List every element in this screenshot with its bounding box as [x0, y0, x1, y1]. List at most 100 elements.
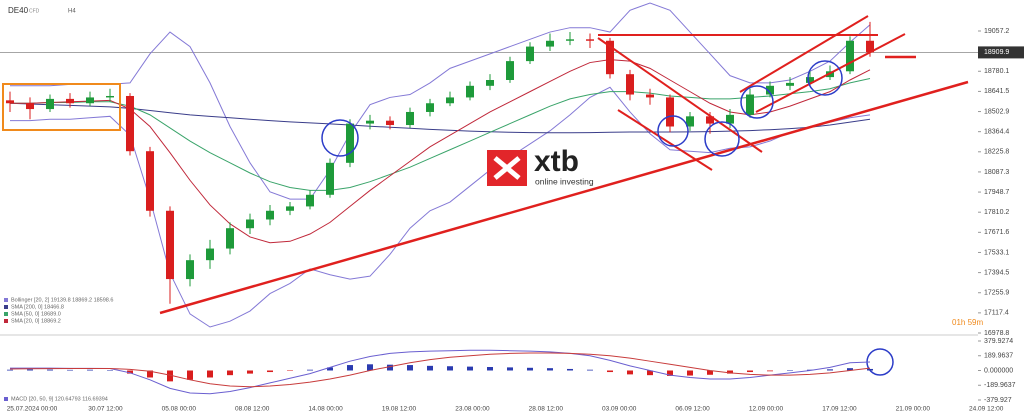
candle-body — [426, 103, 434, 112]
range-box — [2, 83, 121, 131]
candle-body — [486, 79, 494, 86]
logo: xtb online investing — [487, 145, 594, 186]
candle-body — [206, 248, 214, 261]
y-tick-label: 379.9274 — [984, 338, 1013, 345]
candle-body — [146, 151, 154, 211]
x-tick-label: 19.08 12:00 — [382, 406, 417, 413]
candle-body — [786, 82, 794, 86]
legend-swatch — [4, 397, 8, 401]
x-tick-label: 28.08 12:00 — [529, 406, 564, 413]
highlight-circle — [657, 115, 689, 147]
y-tick-label: -379.927 — [984, 397, 1012, 404]
legend-label: SMA [50, 0] 18689.0 — [11, 311, 61, 317]
candle-body — [186, 260, 194, 280]
x-tick-label: 25.07.2024 00:00 — [7, 406, 58, 413]
histogram-bar — [167, 370, 173, 382]
logo-tagline: online investing — [535, 176, 594, 186]
x-tick-label: 06.09 12:00 — [675, 406, 710, 413]
last-price-label: 18909.9 — [984, 49, 1009, 56]
candle-body — [266, 210, 274, 220]
histogram-bar — [467, 366, 473, 371]
candle-body — [546, 40, 554, 47]
histogram-bar — [627, 370, 633, 375]
candle-body — [526, 46, 534, 62]
x-tick-label: 12.09 00:00 — [749, 406, 784, 413]
highlight-circle — [740, 85, 774, 119]
channel-line — [739, 15, 869, 93]
candle-body — [66, 98, 74, 104]
histogram-bar — [47, 369, 53, 371]
candle-body — [566, 39, 574, 41]
timeframe: H4 — [68, 9, 76, 15]
histogram-bar — [827, 369, 833, 371]
wedge-line — [617, 109, 713, 171]
candle-body — [846, 40, 854, 72]
histogram-bar — [247, 370, 253, 374]
macd-line — [9, 352, 871, 388]
y-tick-label: 0.000000 — [984, 367, 1013, 374]
x-tick-label: 05.08 00:00 — [162, 406, 197, 413]
x-tick-label: 30.07 12:00 — [88, 406, 123, 413]
candle-body — [686, 116, 694, 127]
logo-x — [493, 156, 521, 180]
histogram-bar — [107, 370, 113, 371]
legend-swatch — [4, 319, 8, 323]
histogram-bar — [667, 370, 673, 376]
y-tick-label: 19057.2 — [984, 28, 1009, 35]
candle-body — [386, 120, 394, 126]
candle-body — [86, 97, 94, 104]
trend-line — [159, 80, 969, 315]
highlight-circle — [321, 119, 359, 157]
y-tick-label: 16978.8 — [984, 330, 1009, 337]
candle-body — [26, 103, 34, 110]
candle-body — [866, 40, 874, 53]
legend-label: SMA [200, 0] 18466.8 — [11, 304, 64, 310]
histogram-bar — [587, 369, 593, 371]
histogram-bar — [187, 370, 193, 380]
histogram-bar — [307, 369, 313, 371]
y-tick-label: 17810.2 — [984, 209, 1009, 216]
candle-body — [106, 95, 114, 98]
y-tick-label: 18641.5 — [984, 88, 1009, 95]
y-tick-label: 18780.1 — [984, 68, 1009, 75]
histogram-bar — [727, 370, 733, 374]
y-tick-label: 17533.1 — [984, 249, 1009, 256]
x-tick-label: 17.09 12:00 — [822, 406, 857, 413]
histogram-bar — [227, 370, 233, 376]
logo-brand: xtb — [534, 145, 579, 178]
candle-body — [306, 194, 314, 207]
candle-body — [506, 61, 514, 80]
candle-body — [126, 95, 134, 152]
histogram-bar — [327, 367, 333, 371]
x-tick-label: 03.09 00:00 — [602, 406, 637, 413]
histogram-bar — [27, 369, 33, 371]
histogram-bar — [747, 370, 753, 373]
legend-label: Bollinger [20, 2] 19139.8 18869.2 18598.… — [11, 297, 113, 303]
x-tick-label: 24.09 12:00 — [969, 406, 1004, 413]
candle-body — [806, 77, 814, 83]
histogram-bar — [367, 364, 373, 371]
histogram-bar — [527, 367, 533, 371]
histogram-bar — [387, 364, 393, 371]
histogram-bar — [207, 370, 213, 378]
indicator-line — [10, 86, 871, 328]
indicator-line — [9, 102, 871, 134]
wedge-line — [597, 37, 763, 153]
histogram-bar — [767, 370, 773, 372]
candle-body — [606, 40, 614, 75]
candle-body — [366, 120, 374, 124]
countdown: 01h 59m — [952, 318, 983, 327]
candle-body — [586, 39, 594, 41]
y-tick-label: 17117.4 — [984, 310, 1009, 317]
candle-body — [766, 85, 774, 95]
symbol: DE40 — [8, 6, 29, 15]
legend-label: MACD [20, 50, 9] 120.64793 116.69394 — [11, 396, 108, 402]
candle-body — [246, 219, 254, 229]
candle-body — [726, 114, 734, 124]
candle-body — [46, 98, 54, 110]
legend-swatch — [4, 305, 8, 309]
histogram-bar — [567, 368, 573, 371]
highlight-circle — [704, 121, 740, 157]
candle-body — [626, 74, 634, 95]
